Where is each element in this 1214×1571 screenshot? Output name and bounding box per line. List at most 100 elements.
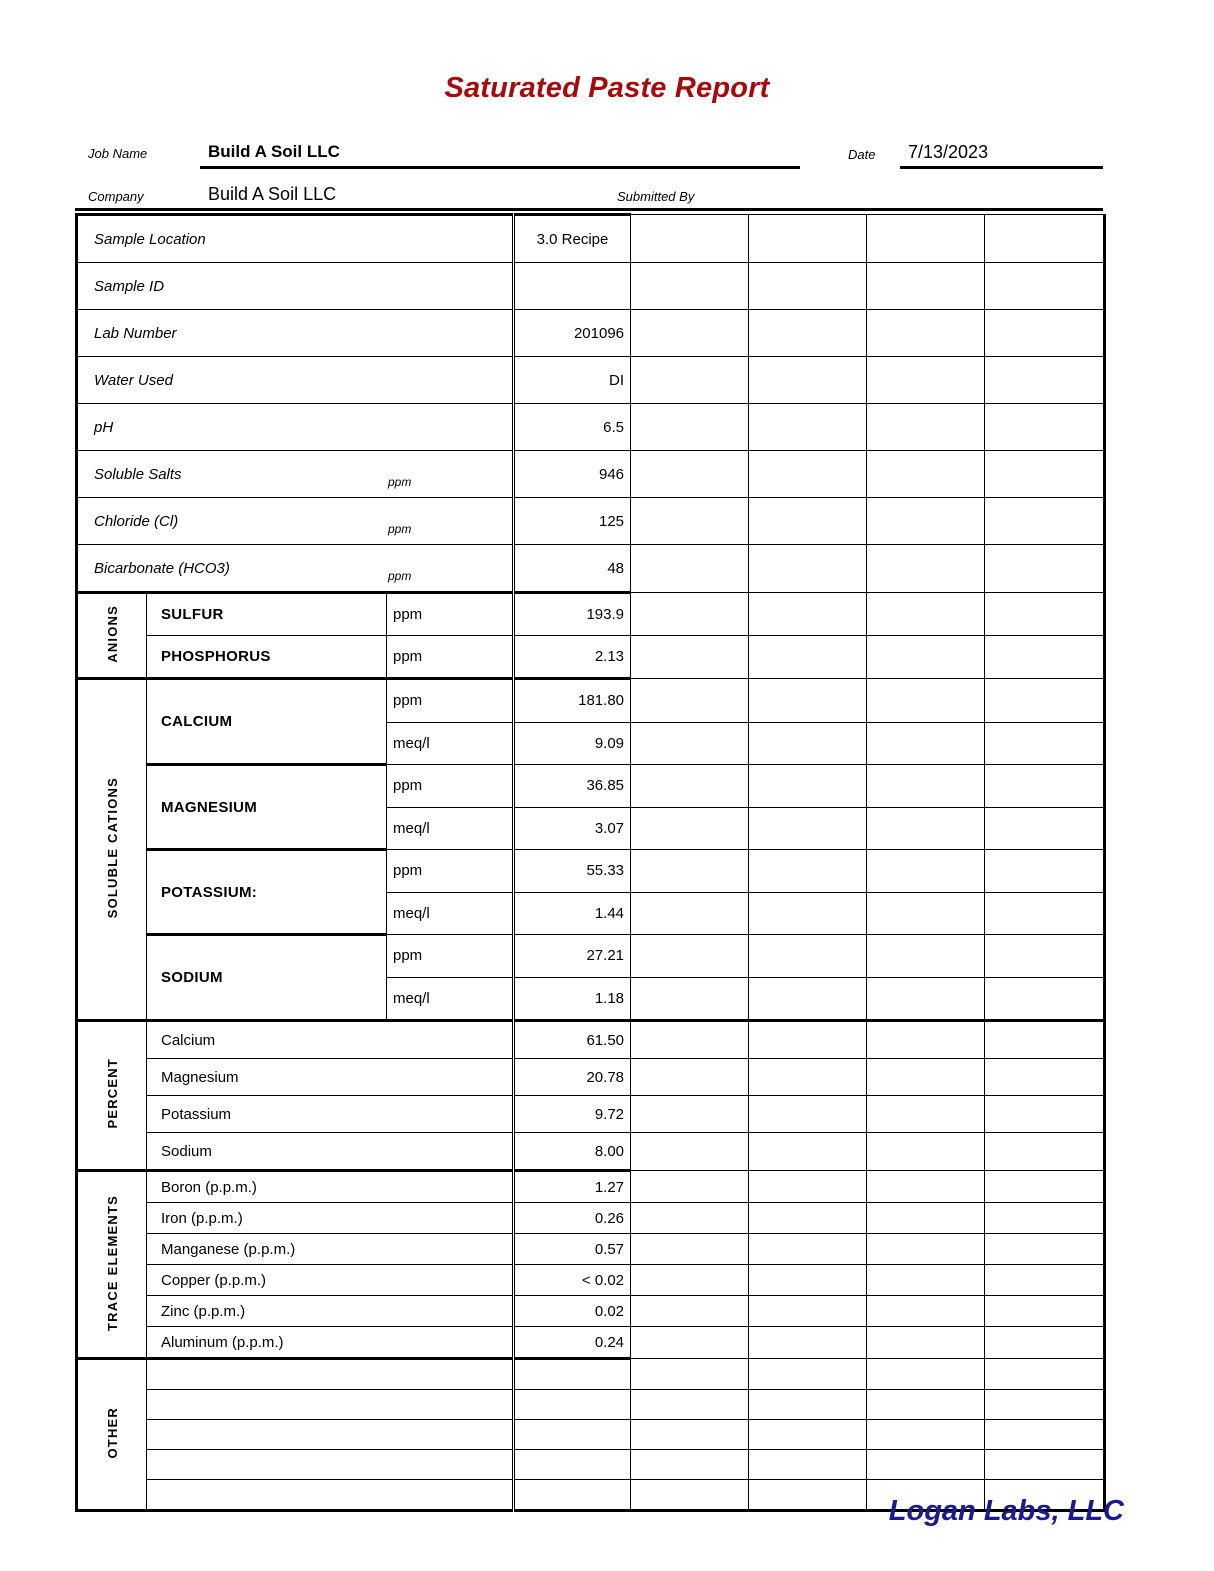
data-cell[interactable] — [866, 1264, 986, 1296]
data-cell[interactable] — [748, 1358, 868, 1390]
data-cell[interactable] — [984, 1132, 1107, 1171]
data-cell[interactable]: 0.26 — [513, 1202, 632, 1234]
data-cell[interactable]: 9.72 — [513, 1095, 632, 1133]
data-cell[interactable] — [630, 849, 750, 893]
data-cell[interactable] — [748, 635, 868, 679]
data-cell[interactable]: 3.0 Recipe — [513, 213, 632, 263]
data-cell[interactable] — [984, 1479, 1107, 1512]
row-label[interactable] — [145, 1479, 516, 1512]
data-cell[interactable] — [748, 1326, 868, 1359]
data-cell[interactable] — [984, 891, 1107, 935]
data-cell[interactable]: 6.5 — [513, 403, 632, 451]
data-cell[interactable]: 48 — [513, 544, 632, 593]
data-cell[interactable] — [513, 262, 632, 310]
data-cell[interactable] — [984, 1264, 1107, 1296]
data-cell[interactable] — [630, 1479, 750, 1512]
data-cell[interactable] — [748, 1095, 868, 1133]
data-cell[interactable]: 201096 — [513, 309, 632, 357]
data-cell[interactable] — [630, 262, 750, 310]
data-cell[interactable] — [630, 891, 750, 935]
data-cell[interactable] — [630, 1202, 750, 1234]
data-cell[interactable] — [866, 1058, 986, 1096]
data-cell[interactable]: 36.85 — [513, 764, 632, 808]
data-cell[interactable] — [748, 403, 868, 451]
data-cell[interactable] — [984, 806, 1107, 850]
data-cell[interactable] — [630, 544, 750, 593]
data-cell[interactable] — [984, 849, 1107, 893]
data-cell[interactable] — [866, 1326, 986, 1359]
data-cell[interactable] — [866, 764, 986, 808]
data-cell[interactable] — [630, 1132, 750, 1171]
data-cell[interactable] — [630, 497, 750, 545]
data-cell[interactable] — [984, 592, 1107, 636]
data-cell[interactable] — [984, 1058, 1107, 1096]
row-label[interactable] — [145, 1449, 516, 1480]
data-cell[interactable] — [866, 1419, 986, 1450]
data-cell[interactable] — [866, 635, 986, 679]
data-cell[interactable] — [984, 1095, 1107, 1133]
data-cell[interactable] — [866, 721, 986, 765]
data-cell[interactable]: 0.57 — [513, 1233, 632, 1265]
data-cell[interactable] — [748, 592, 868, 636]
data-cell[interactable] — [748, 1389, 868, 1420]
data-cell[interactable] — [748, 1020, 868, 1059]
data-cell[interactable] — [984, 450, 1107, 498]
data-cell[interactable]: 1.27 — [513, 1169, 632, 1203]
data-cell[interactable] — [866, 497, 986, 545]
data-cell[interactable] — [513, 1449, 632, 1480]
data-cell[interactable] — [866, 849, 986, 893]
row-label[interactable] — [145, 1389, 516, 1420]
data-cell[interactable] — [866, 678, 986, 723]
data-cell[interactable] — [748, 806, 868, 850]
data-cell[interactable] — [630, 1326, 750, 1359]
data-cell[interactable] — [630, 1358, 750, 1390]
data-cell[interactable]: 8.00 — [513, 1132, 632, 1171]
row-label[interactable] — [145, 1419, 516, 1450]
data-cell[interactable] — [866, 450, 986, 498]
row-label[interactable] — [145, 1357, 516, 1390]
data-cell[interactable]: 1.44 — [513, 891, 632, 935]
data-cell[interactable] — [984, 262, 1107, 310]
data-cell[interactable] — [866, 1449, 986, 1480]
data-cell[interactable] — [984, 1233, 1107, 1265]
data-cell[interactable] — [984, 1358, 1107, 1390]
data-cell[interactable] — [866, 806, 986, 850]
data-cell[interactable] — [630, 1449, 750, 1480]
data-cell[interactable] — [630, 1170, 750, 1203]
data-cell[interactable] — [866, 1095, 986, 1133]
data-cell[interactable] — [630, 356, 750, 404]
data-cell[interactable]: 61.50 — [513, 1019, 632, 1059]
data-cell[interactable] — [630, 592, 750, 636]
data-cell[interactable] — [630, 635, 750, 679]
data-cell[interactable] — [748, 1419, 868, 1450]
data-cell[interactable] — [748, 721, 868, 765]
data-cell[interactable] — [866, 1389, 986, 1420]
data-cell[interactable] — [748, 1295, 868, 1327]
data-cell[interactable] — [748, 976, 868, 1022]
data-cell[interactable] — [984, 1170, 1107, 1203]
data-cell[interactable]: 0.24 — [513, 1326, 632, 1359]
data-cell[interactable] — [748, 214, 868, 263]
data-cell[interactable] — [866, 544, 986, 593]
data-cell[interactable] — [866, 262, 986, 310]
data-cell[interactable] — [630, 721, 750, 765]
data-cell[interactable] — [748, 497, 868, 545]
data-cell[interactable]: 1.18 — [513, 976, 632, 1022]
data-cell[interactable] — [630, 806, 750, 850]
data-cell[interactable] — [866, 1132, 986, 1171]
data-cell[interactable] — [866, 403, 986, 451]
data-cell[interactable]: 9.09 — [513, 721, 632, 765]
data-cell[interactable] — [748, 934, 868, 978]
data-cell[interactable] — [866, 214, 986, 263]
data-cell[interactable]: DI — [513, 356, 632, 404]
data-cell[interactable] — [630, 1058, 750, 1096]
data-cell[interactable] — [984, 1202, 1107, 1234]
data-cell[interactable] — [748, 1058, 868, 1096]
data-cell[interactable] — [984, 214, 1107, 263]
data-cell[interactable] — [866, 1170, 986, 1203]
data-cell[interactable] — [984, 1295, 1107, 1327]
data-cell[interactable]: 2.13 — [513, 635, 632, 679]
data-cell[interactable] — [866, 309, 986, 357]
data-cell[interactable] — [984, 309, 1107, 357]
data-cell[interactable] — [866, 1295, 986, 1327]
